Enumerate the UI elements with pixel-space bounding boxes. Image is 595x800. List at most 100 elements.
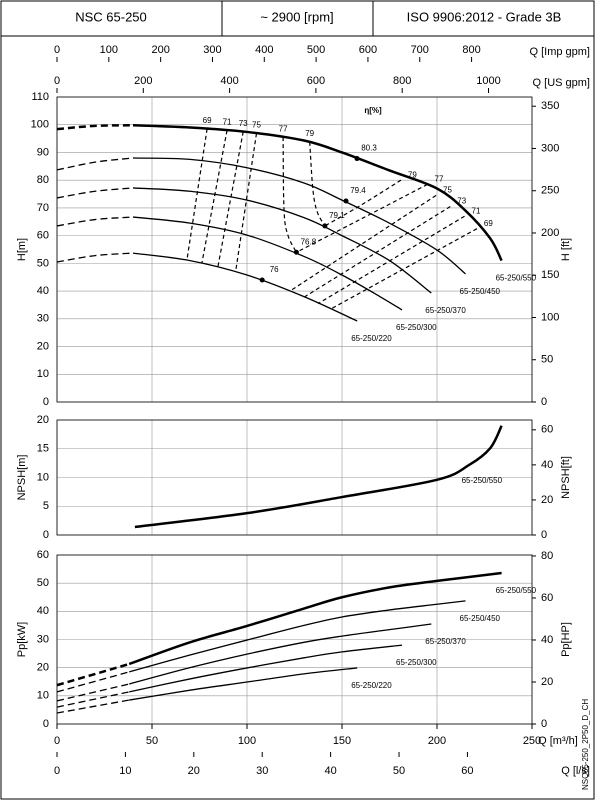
iso-efficiency-line [317, 215, 465, 305]
y-tick-label: 10 [37, 368, 49, 380]
x-tick-label: 0 [54, 765, 60, 777]
x-tick-label: 250 [523, 735, 541, 747]
y-tick-label: 60 [37, 549, 49, 561]
y-tick-label: 20 [37, 340, 49, 352]
iso-efficiency-line [217, 131, 244, 267]
curve [129, 600, 466, 673]
x-tick-label: 200 [428, 735, 446, 747]
curve-dashed [56, 216, 134, 227]
x-tick-label: 40 [324, 765, 336, 777]
y2-tick-label: 300 [541, 142, 559, 154]
curve-label: 65-250/450 [460, 287, 501, 296]
curve-dashed [56, 157, 134, 171]
annotation: η[%] [364, 106, 382, 115]
y-tick-label: 15 [37, 443, 49, 455]
curve [132, 252, 358, 322]
x-tick-label: 800 [462, 44, 480, 56]
y-tick-label: 0 [43, 396, 49, 408]
curve-dashed [56, 699, 130, 714]
efficiency-point-label: 76.8 [301, 237, 317, 246]
curve-dashed [56, 124, 134, 131]
y2-axis-title: Pp[HP] [560, 622, 572, 657]
curve-label: 65-250/300 [396, 323, 437, 332]
curve [132, 124, 503, 262]
curve-label: 65-250/370 [425, 637, 466, 646]
curve [132, 216, 403, 311]
plot-frame [56, 419, 533, 536]
efficiency-point-label: 79.1 [329, 211, 345, 220]
efficiency-point-label: 80.3 [361, 144, 377, 153]
iso-efficiency-line [289, 194, 437, 292]
footer-code: NSC65-250_2P50_D_CH [581, 699, 590, 790]
iso-efficiency-line [309, 141, 326, 227]
iso-efficiency-line [186, 128, 208, 260]
y2-tick-label: 200 [541, 227, 559, 239]
curve-label: 65-250/220 [351, 681, 392, 690]
header-cell: ~ 2900 [rpm] [260, 9, 333, 24]
y-tick-label: 50 [37, 257, 49, 269]
x-tick-label: 100 [100, 44, 118, 56]
y-tick-label: 40 [37, 285, 49, 297]
y-tick-label: 30 [37, 633, 49, 645]
iso-efficiency-label: 75 [443, 186, 452, 195]
curve [129, 667, 358, 701]
efficiency-point [343, 198, 349, 204]
curve [129, 623, 432, 685]
x-tick-label: 20 [188, 765, 200, 777]
iso-efficiency-line [304, 206, 451, 298]
x-tick-label: 30 [256, 765, 268, 777]
iso-efficiency-line [324, 179, 402, 227]
y2-axis-title: NPSH[ft] [560, 456, 572, 499]
y-tick-label: 90 [37, 146, 49, 158]
y-tick-label: 20 [37, 662, 49, 674]
curve-label: 65-250/550 [496, 274, 537, 283]
y2-tick-label: 50 [541, 354, 553, 366]
x-tick-label: 150 [333, 735, 351, 747]
curve-dashed [56, 187, 134, 199]
x-axis-title: Q [US gpm] [533, 77, 590, 89]
curve-label: 65-250/370 [425, 306, 466, 315]
y2-tick-label: 250 [541, 185, 559, 197]
x-tick-label: 400 [220, 75, 238, 87]
iso-efficiency-line [235, 133, 258, 272]
y2-tick-label: 0 [541, 718, 547, 730]
x-tick-label: 60 [461, 765, 473, 777]
x-tick-label: 50 [146, 735, 158, 747]
y-tick-label: 0 [43, 529, 49, 541]
iso-efficiency-label: 73 [457, 197, 466, 206]
efficiency-point [293, 249, 299, 255]
header-cell: ISO 9906:2012 - Grade 3B [407, 9, 562, 24]
x-tick-label: 1000 [476, 75, 500, 87]
curve-label: 65-250/550 [496, 586, 537, 595]
y-tick-label: 60 [37, 230, 49, 242]
iso-efficiency-label: 69 [203, 116, 212, 125]
y2-tick-label: 150 [541, 269, 559, 281]
x-tick-label: 300 [203, 44, 221, 56]
y2-tick-label: 40 [541, 634, 553, 646]
y-tick-label: 20 [37, 414, 49, 426]
x-tick-label: 600 [359, 44, 377, 56]
x-tick-label: 800 [393, 75, 411, 87]
curve [128, 571, 502, 666]
curve-label: 65-250/220 [351, 334, 392, 343]
iso-efficiency-line [201, 130, 228, 263]
curve-dashed [56, 691, 130, 708]
y-axis-title: Pp[kW] [16, 622, 28, 657]
y2-tick-label: 350 [541, 100, 559, 112]
y2-tick-label: 20 [541, 676, 553, 688]
y2-tick-label: 60 [541, 424, 553, 436]
iso-efficiency-label: 79 [408, 170, 417, 179]
x-tick-label: 0 [54, 75, 60, 87]
curve-label: 65-250/550 [462, 476, 503, 485]
x-tick-label: 0 [54, 735, 60, 747]
y-tick-label: 100 [31, 119, 49, 131]
iso-efficiency-label: 71 [472, 206, 481, 215]
y-tick-label: 30 [37, 313, 49, 325]
efficiency-point-label: 76 [270, 265, 279, 274]
y-tick-label: 10 [37, 690, 49, 702]
x-tick-label: 100 [238, 735, 256, 747]
efficiency-point [259, 277, 265, 283]
y2-tick-label: 100 [541, 311, 559, 323]
curve-dashed [56, 671, 130, 693]
y-tick-label: 50 [37, 577, 49, 589]
